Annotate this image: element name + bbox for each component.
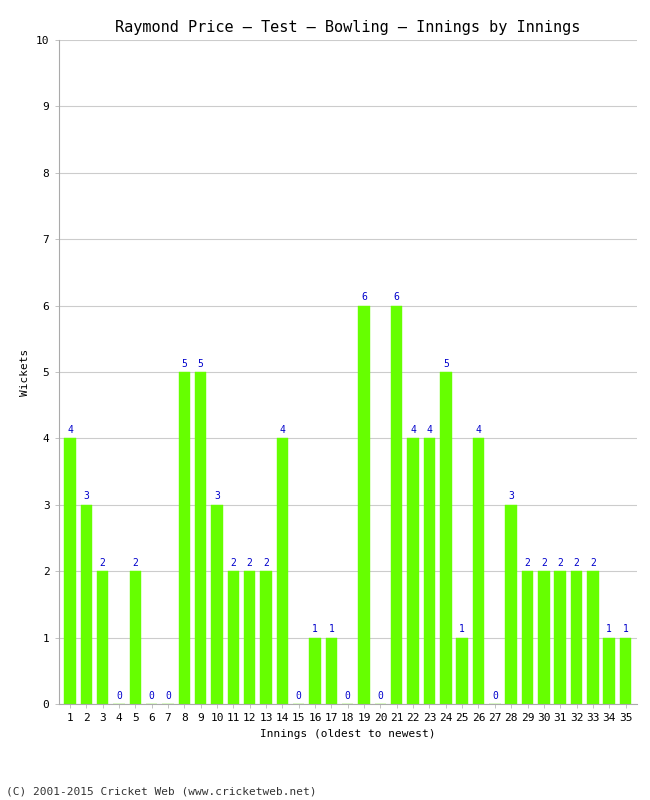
Text: 3: 3 <box>508 491 514 502</box>
Text: 0: 0 <box>344 690 351 701</box>
Text: 6: 6 <box>394 292 400 302</box>
Text: 1: 1 <box>328 624 334 634</box>
Bar <box>81 505 92 704</box>
Bar <box>391 306 402 704</box>
Text: 0: 0 <box>492 690 498 701</box>
Bar <box>326 638 337 704</box>
Title: Raymond Price – Test – Bowling – Innings by Innings: Raymond Price – Test – Bowling – Innings… <box>115 20 580 34</box>
Text: 3: 3 <box>214 491 220 502</box>
Bar <box>538 571 549 704</box>
Bar <box>227 571 239 704</box>
Text: 2: 2 <box>263 558 269 568</box>
Bar <box>64 438 75 704</box>
Text: 6: 6 <box>361 292 367 302</box>
Text: 4: 4 <box>476 425 482 435</box>
Text: 2: 2 <box>557 558 563 568</box>
Text: 4: 4 <box>280 425 285 435</box>
Text: (C) 2001-2015 Cricket Web (www.cricketweb.net): (C) 2001-2015 Cricket Web (www.cricketwe… <box>6 786 317 796</box>
Text: 1: 1 <box>459 624 465 634</box>
Bar <box>179 372 190 704</box>
Text: 2: 2 <box>133 558 138 568</box>
Text: 2: 2 <box>247 558 253 568</box>
Text: 2: 2 <box>525 558 530 568</box>
Y-axis label: Wickets: Wickets <box>20 348 31 396</box>
Text: 5: 5 <box>181 358 187 369</box>
Text: 0: 0 <box>378 690 384 701</box>
Text: 0: 0 <box>296 690 302 701</box>
Bar <box>408 438 419 704</box>
Text: 5: 5 <box>443 358 448 369</box>
Text: 1: 1 <box>606 624 612 634</box>
Bar <box>260 571 272 704</box>
Text: 0: 0 <box>149 690 155 701</box>
Text: 2: 2 <box>590 558 596 568</box>
Bar <box>506 505 517 704</box>
Text: 2: 2 <box>573 558 579 568</box>
Bar <box>211 505 223 704</box>
Bar <box>358 306 370 704</box>
Bar <box>244 571 255 704</box>
X-axis label: Innings (oldest to newest): Innings (oldest to newest) <box>260 729 436 738</box>
Bar <box>424 438 436 704</box>
Bar <box>440 372 452 704</box>
Bar <box>603 638 615 704</box>
Bar <box>587 571 599 704</box>
Bar <box>554 571 566 704</box>
Text: 2: 2 <box>230 558 237 568</box>
Bar <box>473 438 484 704</box>
Text: 4: 4 <box>426 425 432 435</box>
Bar <box>309 638 321 704</box>
Text: 5: 5 <box>198 358 203 369</box>
Text: 2: 2 <box>99 558 105 568</box>
Bar <box>456 638 468 704</box>
Bar <box>97 571 109 704</box>
Text: 2: 2 <box>541 558 547 568</box>
Bar <box>277 438 288 704</box>
Text: 0: 0 <box>165 690 171 701</box>
Bar <box>522 571 533 704</box>
Bar <box>571 571 582 704</box>
Bar <box>195 372 207 704</box>
Text: 3: 3 <box>83 491 89 502</box>
Bar <box>620 638 631 704</box>
Text: 4: 4 <box>410 425 416 435</box>
Text: 1: 1 <box>623 624 629 634</box>
Text: 0: 0 <box>116 690 122 701</box>
Text: 4: 4 <box>67 425 73 435</box>
Text: 1: 1 <box>312 624 318 634</box>
Bar <box>129 571 141 704</box>
